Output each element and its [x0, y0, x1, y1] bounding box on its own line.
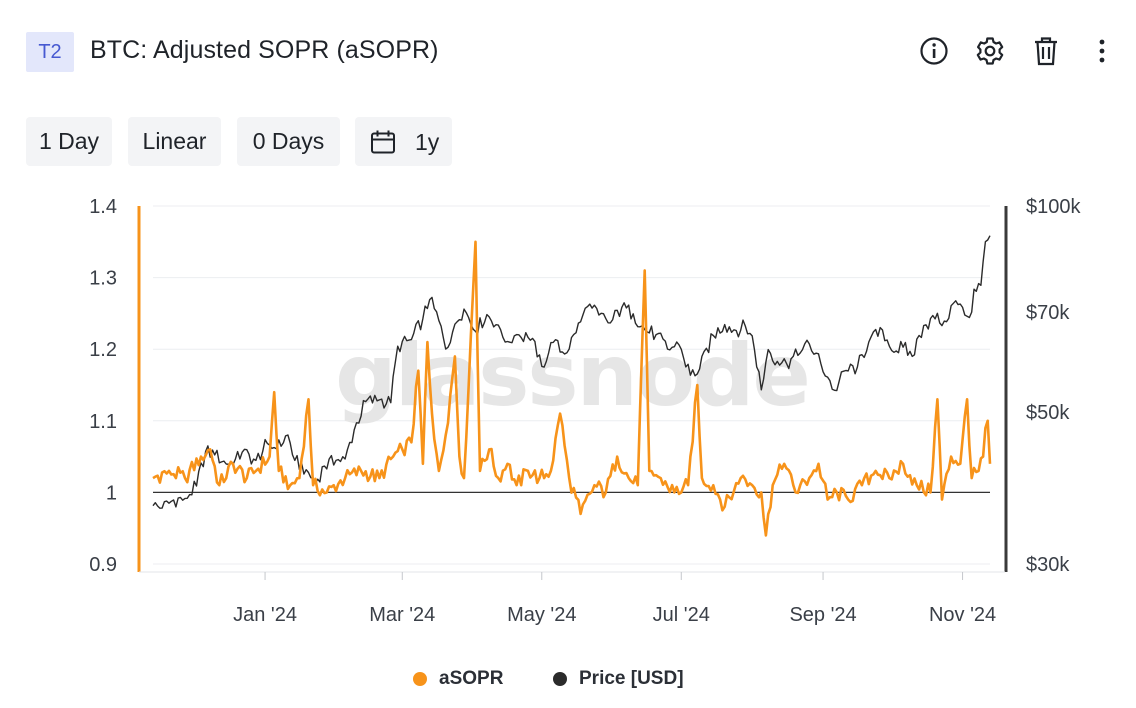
x-tick-label: Jan '24 — [233, 604, 297, 626]
legend-item-price[interactable]: Price [USD] — [553, 668, 684, 690]
price-series-line — [152, 235, 991, 509]
resolution-label: 1 Day — [38, 128, 100, 154]
info-icon[interactable] — [917, 34, 951, 68]
y-tick-label: 1.1 — [89, 411, 117, 433]
y2-tick-label: $100k — [1026, 196, 1081, 218]
asopr-series-line — [152, 240, 992, 537]
legend-swatch-price — [553, 672, 567, 686]
y2-tick-label: $70k — [1026, 302, 1070, 324]
more-vertical-icon[interactable] — [1085, 34, 1119, 68]
left-axis: 1.4 1.3 1.2 1.1 1 0.9 — [89, 196, 141, 576]
legend-item-asopr[interactable]: aSOPR — [413, 668, 503, 690]
x-axis: Jan '24 Mar '24 May '24 Jul '24 Sep '24 Nov '… — [139, 571, 1005, 626]
x-tick-label: Nov '24 — [929, 604, 996, 626]
chart-title: BTC: Adjusted SOPR (aSOPR) — [90, 36, 439, 64]
legend-label-asopr: aSOPR — [439, 668, 504, 689]
x-tick-label: Jul '24 — [653, 604, 710, 626]
right-axis: $100k $70k $50k $30k — [1004, 196, 1081, 576]
y-tick-label: 1.4 — [89, 196, 117, 218]
legend-label-price: Price [USD] — [579, 668, 684, 689]
scale-select[interactable]: Linear — [128, 117, 221, 166]
calendar-icon — [370, 129, 396, 155]
y2-tick-label: $30k — [1026, 554, 1070, 576]
chart-area: glassnode 1.41.31.21.110.9 $100k$70k$50k… — [89, 196, 1081, 626]
x-tick-label: May '24 — [507, 604, 576, 626]
legend-swatch-asopr — [413, 672, 427, 686]
legend: aSOPR Price [USD] — [0, 668, 1136, 696]
gear-icon[interactable] — [973, 34, 1007, 68]
trash-icon[interactable] — [1029, 34, 1063, 68]
date-range-label: 1y — [415, 129, 440, 155]
x-tick-label: Sep '24 — [789, 604, 856, 626]
y2-tick-label: $50k — [1026, 402, 1070, 424]
smoothing-select[interactable]: 0 Days — [237, 117, 340, 166]
y-tick-label: 1 — [106, 482, 117, 504]
y-tick-label: 1.2 — [89, 339, 117, 361]
y-tick-label: 1.3 — [89, 268, 117, 290]
x-tick-label: Mar '24 — [369, 604, 435, 626]
resolution-select[interactable]: 1 Day — [26, 117, 112, 166]
date-range-select[interactable]: 1y — [355, 117, 452, 166]
chart-tier-badge: T2 — [26, 32, 74, 72]
y-tick-label: 0.9 — [89, 554, 117, 576]
smoothing-label: 0 Days — [252, 128, 325, 154]
chart-header: T2 BTC: Adjusted SOPR (aSOPR) — [26, 30, 1116, 72]
scale-label: Linear — [142, 128, 207, 154]
